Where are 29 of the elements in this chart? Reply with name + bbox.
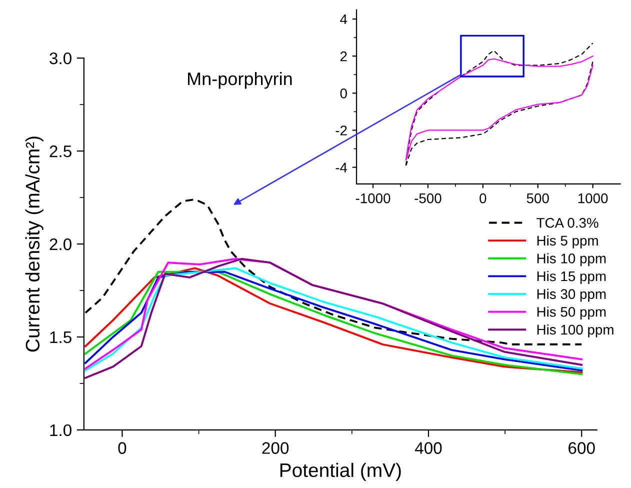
y-tick-label: 2 [340, 51, 347, 62]
x-tick-label: 500 [526, 193, 549, 204]
annotation: Mn-porphyrin [188, 72, 292, 89]
x-tick-label: 0 [480, 193, 486, 204]
x-tick-label: -1000 [356, 193, 390, 204]
legend-label: His 15 ppm [537, 270, 606, 284]
x-tick-label: 0 [118, 442, 126, 454]
y-tick-label: 4 [340, 14, 348, 24]
legend-label: His 100 ppm [537, 324, 614, 338]
y-tick-label: 2.5 [50, 145, 72, 158]
y-tick-label: 1.5 [50, 332, 72, 344]
x-tick-label: 200 [262, 442, 289, 454]
legend-label: His 50 ppm [537, 306, 606, 320]
x-axis-title: Potential (mV) [280, 462, 401, 481]
x-tick-label: -500 [414, 193, 442, 204]
x-tick-label: 1000 [578, 193, 608, 204]
y-axis-title: Current density (mA/cm²) [25, 136, 44, 352]
legend-label: His 5 ppm [537, 235, 598, 248]
y-tick-label: 2.0 [50, 238, 72, 250]
legend-label: His 10 ppm [537, 253, 606, 266]
y-tick-label: 3.0 [50, 52, 72, 64]
y-tick-label: 0 [340, 88, 347, 98]
y-tick-label: 1.0 [50, 424, 72, 436]
legend-label: TCA 0.3% [536, 218, 598, 228]
legend-label: His 30 ppm [537, 288, 606, 302]
y-tick-label: -2 [336, 126, 347, 136]
x-tick-label: 600 [568, 442, 595, 454]
x-tick-label: 400 [414, 442, 442, 454]
y-tick-label: -4 [336, 162, 348, 172]
